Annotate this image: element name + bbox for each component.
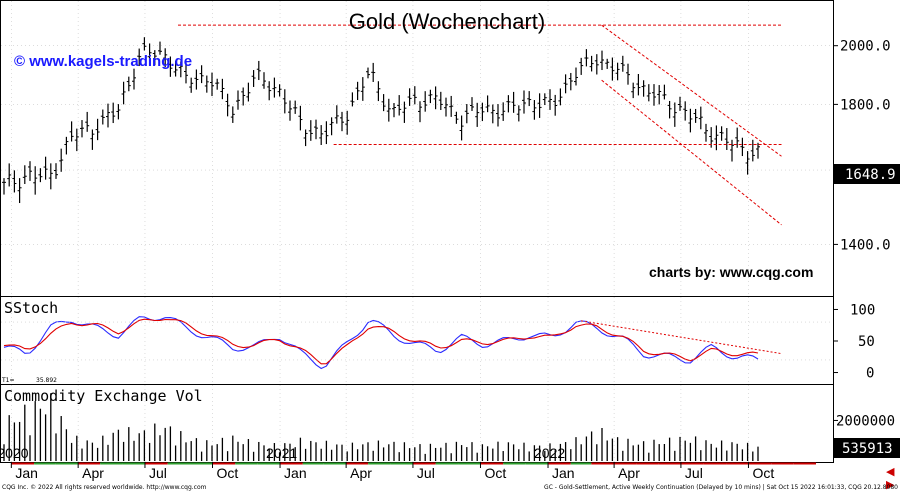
x-year-label: 2022 — [534, 445, 565, 461]
watermark-text: © www.kagels-trading.de — [14, 53, 192, 70]
x-month-label: Jul — [685, 465, 703, 481]
month-strip-segment — [167, 462, 191, 465]
month-strip-segment — [636, 462, 659, 465]
price-bars — [2, 37, 760, 204]
month-strip-segment — [503, 462, 526, 465]
trendline-channel-upper — [601, 24, 782, 157]
stoch-lines — [3, 316, 782, 370]
stoch-tick-label: 0 — [866, 366, 874, 382]
price-tick-label: 2000.0 — [840, 39, 891, 55]
credit-text: charts by: www.cqg.com — [649, 264, 813, 280]
x-month-label: Oct — [752, 465, 774, 481]
stoch-readout-label: T1= — [1, 377, 15, 384]
price-panel-frame — [0, 0, 834, 297]
price-trendlines — [178, 24, 782, 226]
month-strip-segment — [412, 462, 436, 465]
month-strip-segment — [212, 462, 236, 465]
month-strip-segment — [190, 462, 213, 465]
volume-tick-label: 2000000 — [836, 413, 895, 429]
footer-info: GC - Gold-Settlement, Active Weekly Cont… — [544, 484, 898, 491]
last-price-tag — [834, 164, 900, 184]
gridlines — [1, 1, 833, 462]
month-strip-segment — [525, 462, 549, 465]
month-strip-segment — [280, 462, 303, 465]
stoch-series-line — [3, 318, 759, 365]
month-strip-segment — [100, 462, 123, 465]
month-strip-segment — [458, 462, 481, 465]
x-month-label: Oct — [484, 465, 506, 481]
volume-panel-title: Commodity Exchange Vol — [4, 387, 203, 405]
footer-copyright: CQG Inc. © 2022 All rights reserved worl… — [2, 484, 207, 491]
x-month-label: Apr — [350, 465, 372, 481]
month-strip-segment — [323, 462, 347, 465]
month-strip-segment — [793, 462, 816, 465]
month-strip-segment — [257, 462, 281, 465]
chart-title: Gold (Wochenchart) — [349, 9, 545, 34]
x-month-label: Oct — [217, 465, 239, 481]
month-strip-segment — [78, 462, 101, 465]
trendline-channel-lower — [601, 79, 782, 226]
x-axis: Jan Apr Jul Oct Jan Apr Jul Oct Jan Apr Jul Oct 2020… — [0, 445, 774, 481]
month-strip-segment — [548, 462, 571, 465]
month-strip-segment — [435, 462, 459, 465]
last-price-value: 1648.9 — [845, 167, 896, 183]
month-strip-segment — [390, 462, 413, 465]
month-strip-segment — [34, 462, 56, 465]
stoch-panel-frame — [0, 296, 834, 385]
month-strip — [11, 462, 816, 465]
month-strip-segment — [144, 462, 168, 465]
x-month-label: Jan — [284, 465, 307, 481]
month-strip-segment — [703, 462, 727, 465]
month-strip-segment — [570, 462, 592, 465]
x-year-label: 2021 — [266, 445, 297, 461]
month-strip-segment — [726, 462, 749, 465]
stoch-tick-label: 50 — [858, 334, 875, 350]
month-strip-segment — [302, 462, 324, 465]
month-strip-segment — [368, 462, 391, 465]
x-month-label: Apr — [618, 465, 640, 481]
month-strip-segment — [55, 462, 79, 465]
month-strip-segment — [748, 462, 772, 465]
month-strip-segment — [591, 462, 615, 465]
price-tick-label: 1800.0 — [840, 97, 891, 113]
last-volume-value: 535913 — [842, 441, 893, 457]
volume-y-axis: 2000000 — [833, 413, 895, 429]
x-month-label: Jul — [149, 465, 167, 481]
stoch-readout-value: 35.892 — [36, 377, 57, 384]
month-strip-segment — [614, 462, 637, 465]
scroll-left-arrow-icon[interactable]: ◀ — [886, 465, 895, 478]
stoch-series-line — [3, 316, 759, 370]
month-strip-segment — [658, 462, 681, 465]
price-tick-label: 1400.0 — [840, 237, 891, 253]
stoch-trendline — [580, 320, 782, 355]
x-month-label: Jan — [552, 465, 575, 481]
stoch-tick-label: 100 — [850, 302, 875, 318]
stoch-panel-title: SStoch — [4, 299, 58, 317]
month-strip-segment — [346, 462, 369, 465]
month-strip-segment — [480, 462, 504, 465]
volume-bars — [3, 393, 759, 461]
scroll-right-arrow-icon[interactable]: ▶ — [886, 478, 895, 491]
stoch-y-axis: 0 50 100 — [1, 302, 875, 382]
last-volume-tag — [834, 438, 900, 458]
x-month-label: Jul — [417, 465, 435, 481]
x-year-label: 2020 — [0, 445, 29, 461]
month-strip-segment — [11, 462, 35, 465]
month-strip-segment — [771, 462, 794, 465]
month-strip-segment — [680, 462, 704, 465]
x-month-label: Apr — [82, 465, 104, 481]
month-strip-segment — [235, 462, 258, 465]
month-strip-segment — [122, 462, 145, 465]
x-month-label: Jan — [15, 465, 38, 481]
